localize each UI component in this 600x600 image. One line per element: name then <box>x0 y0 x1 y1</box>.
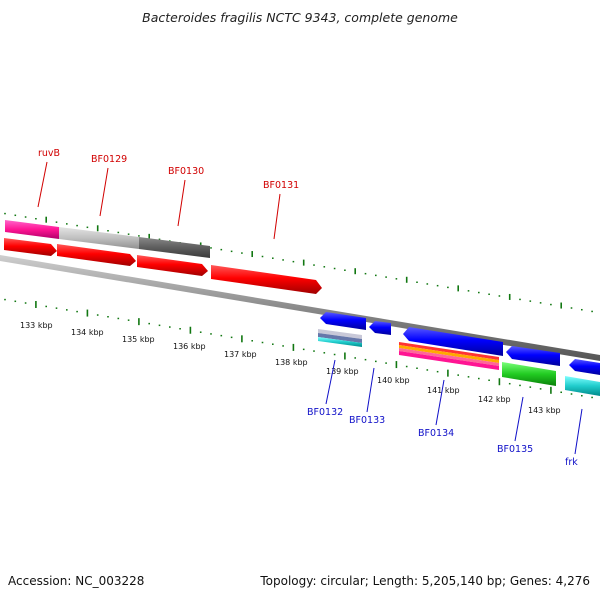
gene-label-BF0135[interactable]: BF0135 <box>497 444 533 455</box>
gene-arrow-BF0133[interactable] <box>369 321 391 335</box>
gene-label-leader-line <box>435 379 445 426</box>
kbp-axis-labels: 133 kbp 134 kbp 135 kbp 136 kbp 137 kbp 138 k… <box>20 321 561 415</box>
gene-arrow-BF0132[interactable] <box>320 312 366 330</box>
kbp-label: 138 kbp <box>275 358 308 367</box>
feature-bar-BF0135[interactable] <box>502 362 556 386</box>
gene-label-leader-line <box>574 408 583 455</box>
feature-bar-ruvB[interactable] <box>5 220 59 239</box>
genome-summary-text: Topology: circular; Length: 5,205,140 bp… <box>260 574 590 588</box>
feature-bar-frk[interactable] <box>565 376 600 396</box>
forward-gene-labels: ruvB BF0129 BF0130 BF0131 <box>37 148 299 240</box>
gene-arrow-ruvB[interactable] <box>4 238 57 256</box>
gene-label-leader-line <box>325 359 336 405</box>
gene-label-leader-line <box>99 167 109 217</box>
gene-label-leader-line <box>177 179 186 227</box>
gene-label-leader-line <box>366 367 375 413</box>
gene-arrow-frk[interactable] <box>569 359 600 375</box>
forward-strand-features <box>4 220 322 294</box>
accession-text: Accession: NC_003228 <box>8 574 145 588</box>
tick-row-lower <box>4 298 593 399</box>
feature-bar-BF0129[interactable] <box>59 227 139 249</box>
feature-bar-BF0132[interactable] <box>318 329 362 347</box>
kbp-label: 141 kbp <box>427 386 460 395</box>
kbp-label: 139 kbp <box>326 367 359 376</box>
kbp-label: 143 kbp <box>528 406 561 415</box>
feature-bar-BF0134[interactable] <box>399 342 499 370</box>
kbp-label: 135 kbp <box>122 335 155 344</box>
gene-label-BF0132[interactable]: BF0132 <box>307 407 343 418</box>
tick-row-upper <box>4 212 593 313</box>
kbp-label: 140 kbp <box>377 376 410 385</box>
gene-arrow-BF0130[interactable] <box>137 255 208 276</box>
gene-arrow-BF0131[interactable] <box>211 265 322 294</box>
feature-bar-BF0130[interactable] <box>139 237 210 258</box>
kbp-label: 142 kbp <box>478 395 511 404</box>
gene-arrow-BF0134[interactable] <box>403 327 503 356</box>
gene-label-BF0134[interactable]: BF0134 <box>418 428 454 439</box>
kbp-label: 136 kbp <box>173 342 206 351</box>
gene-label-BF0133[interactable]: BF0133 <box>349 415 385 426</box>
reverse-gene-labels: BF0132 BF0133 BF0134 BF0135 frk <box>307 359 583 468</box>
reverse-strand-features <box>318 312 600 396</box>
map-title: Bacteroides fragilis NCTC 9343, complete… <box>142 10 458 25</box>
gene-label-frk[interactable]: frk <box>565 457 578 468</box>
gene-arrow-BF0129[interactable] <box>57 244 136 266</box>
gene-label-leader-line <box>514 396 524 442</box>
gene-label-BF0130[interactable]: BF0130 <box>168 166 204 177</box>
gene-label-leader-line <box>273 193 281 240</box>
dna-backbone <box>0 255 600 361</box>
gene-label-BF0129[interactable]: BF0129 <box>91 154 127 165</box>
gene-label-ruvB[interactable]: ruvB <box>38 148 60 159</box>
gene-label-BF0131[interactable]: BF0131 <box>263 180 299 191</box>
kbp-label: 137 kbp <box>224 350 257 359</box>
gene-label-leader-line <box>37 161 48 208</box>
gene-arrow-BF0135[interactable] <box>506 346 560 366</box>
kbp-label: 133 kbp <box>20 321 53 330</box>
kbp-label: 134 kbp <box>71 328 104 337</box>
